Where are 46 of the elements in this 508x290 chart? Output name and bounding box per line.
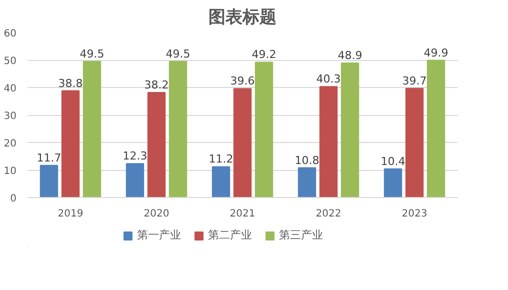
x-tick-label: 2022 bbox=[316, 208, 342, 220]
data-label: 49.5 bbox=[80, 47, 104, 60]
bar bbox=[233, 88, 252, 198]
legend-label: 第一产业 bbox=[137, 228, 181, 242]
y-tick-label: 10 bbox=[4, 166, 17, 177]
bar bbox=[82, 60, 102, 198]
bar bbox=[168, 60, 188, 198]
bar bbox=[319, 86, 338, 198]
x-tick-label: 2023 bbox=[402, 208, 428, 220]
x-tick-label: 2020 bbox=[144, 208, 170, 220]
legend-label: 第二产业 bbox=[208, 228, 252, 242]
data-label: 49.9 bbox=[424, 46, 448, 60]
data-label: 12.3 bbox=[122, 150, 148, 163]
data-label: 10.4 bbox=[380, 154, 406, 168]
data-label: 38.2 bbox=[144, 78, 169, 92]
x-tick-label: 2021 bbox=[230, 208, 256, 220]
y-tick-label: 40 bbox=[4, 84, 17, 94]
data-label: 11.2 bbox=[208, 152, 234, 166]
x-tick-label: 2019 bbox=[58, 208, 84, 220]
bar bbox=[61, 90, 80, 198]
bar bbox=[340, 62, 360, 198]
data-label: 11.7 bbox=[36, 151, 62, 164]
chart-title: 图表标题 bbox=[208, 8, 276, 28]
data-label: 49.2 bbox=[252, 48, 276, 62]
data-label: 48.9 bbox=[338, 49, 362, 62]
legend-label: 第三产业 bbox=[279, 228, 323, 242]
bar bbox=[147, 92, 166, 198]
bar bbox=[212, 166, 230, 198]
y-tick-label: 0 bbox=[10, 194, 17, 204]
bar bbox=[254, 62, 274, 198]
bar bbox=[126, 163, 144, 198]
bar bbox=[426, 60, 446, 198]
bar bbox=[298, 167, 316, 198]
bar bbox=[384, 168, 402, 198]
y-tick-label: 50 bbox=[4, 56, 17, 67]
data-label: 38.8 bbox=[58, 76, 83, 90]
bar bbox=[405, 88, 424, 198]
data-label: 39.7 bbox=[402, 74, 427, 88]
y-tick-label: 30 bbox=[4, 111, 17, 122]
data-label: 10.8 bbox=[294, 154, 320, 167]
bar bbox=[40, 164, 58, 198]
y-tick-label: 60 bbox=[4, 28, 17, 40]
data-label: 49.5 bbox=[166, 47, 190, 60]
data-label: 40.3 bbox=[316, 72, 341, 86]
y-tick-label: 20 bbox=[4, 138, 17, 150]
data-label: 39.6 bbox=[230, 74, 255, 88]
